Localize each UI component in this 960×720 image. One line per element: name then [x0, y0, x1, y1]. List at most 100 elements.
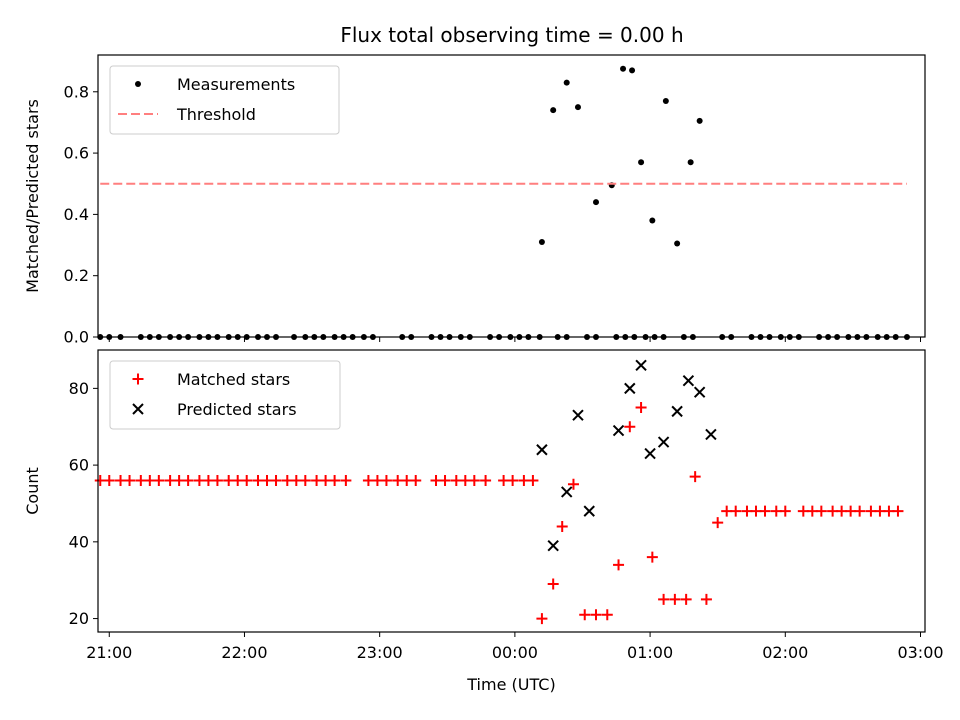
measurement-point	[674, 240, 681, 247]
y-axis-label: Matched/Predicted stars	[23, 99, 42, 293]
matched-stars-point	[658, 593, 670, 605]
measurement-point	[563, 79, 570, 86]
measurement-point	[550, 107, 557, 114]
measurement-point	[538, 238, 545, 245]
measurement-point	[687, 159, 694, 166]
matched-stars-point	[507, 474, 519, 486]
axes-frame	[97, 54, 926, 338]
y-tick-label: 0.2	[64, 266, 89, 285]
matched-stars-point	[613, 559, 625, 571]
legend-label: Measurements	[177, 75, 295, 94]
predicted-stars-point	[657, 436, 670, 448]
matched-stars-point	[601, 609, 613, 621]
matched-stars-point	[669, 593, 681, 605]
matched-stars-point	[646, 551, 658, 563]
matched-stars-point	[689, 471, 701, 483]
matched-stars-point	[439, 474, 451, 486]
matched-stars-point	[153, 474, 165, 486]
matched-stars-point	[730, 505, 742, 517]
plot-count: 21:00 22:00 23:00 00:00 01:00 02:00 03:00 20 40 6…	[23, 349, 944, 694]
predicted-stars-point	[561, 486, 573, 498]
matched-stars-point	[468, 474, 480, 486]
y-tick-label: 40	[69, 532, 89, 551]
y-tick-label: 60	[69, 456, 89, 475]
legend-marker-matched	[132, 373, 144, 385]
matched-stars-point	[779, 505, 791, 517]
matched-stars-point	[547, 578, 559, 590]
y-tick-label: 0.6	[64, 144, 89, 163]
matched-stars-point	[815, 505, 827, 517]
matched-stars-point	[579, 609, 591, 621]
measurement-point	[649, 217, 656, 224]
x-tick-label: 01:00	[627, 643, 673, 662]
x-tick-label: 02:00	[762, 643, 808, 662]
x-tick-label: 21:00	[86, 643, 132, 662]
matched-stars-point	[854, 505, 866, 517]
x-axis-label: Time (UTC)	[466, 675, 555, 694]
legend-box	[109, 65, 340, 135]
matched-stars-point	[712, 517, 724, 529]
matched-stars-point	[624, 421, 636, 433]
matched-stars-point	[340, 474, 352, 486]
plot-ratio: 0.0 0.2 0.4 0.6 0.8 Matched/Predicted stars Me…	[23, 54, 926, 347]
y-tick-label: 80	[69, 379, 89, 398]
matched-stars-point	[182, 474, 194, 486]
matched-stars-point	[759, 505, 771, 517]
measurement-point	[696, 117, 703, 124]
predicted-stars-point	[644, 447, 656, 460]
matched-stars-point	[556, 520, 568, 532]
measurement-point	[629, 67, 636, 74]
y-tick-label: 20	[69, 609, 89, 628]
predicted-stars-point	[671, 405, 683, 418]
legend-marker-measurements	[135, 81, 141, 87]
measurement-point	[638, 159, 645, 166]
matched-stars-point	[299, 474, 311, 486]
y-tick-label: 0.8	[64, 82, 89, 101]
matched-stars-point	[380, 474, 392, 486]
predicted-stars-point	[693, 386, 706, 398]
predicted-stars-point	[612, 424, 625, 437]
matched-stars-point	[590, 609, 602, 621]
matched-stars-point	[635, 402, 647, 414]
matched-stars-point	[536, 613, 548, 625]
measurement-point	[593, 199, 600, 206]
y-axis-label: Count	[23, 467, 42, 515]
measurement-point	[574, 104, 581, 111]
x-tick-label: 00:00	[492, 643, 538, 662]
legend-marker-predicted	[132, 403, 144, 415]
measurement-point	[662, 97, 669, 104]
legend-label: Matched stars	[177, 370, 290, 389]
x-tick-label: 03:00	[897, 643, 943, 662]
matched-stars-point	[211, 474, 223, 486]
legend-box	[109, 360, 341, 430]
axes-frame	[97, 349, 926, 633]
matched-stars-point	[480, 474, 492, 486]
matched-stars-point	[527, 474, 539, 486]
predicted-stars-point	[705, 428, 717, 441]
x-tick-label: 23:00	[357, 643, 403, 662]
chart-title: Flux total observing time = 0.00 h	[340, 23, 683, 47]
matched-stars-point	[329, 474, 341, 486]
legend-label: Predicted stars	[177, 400, 297, 419]
legend: Measurements Threshold	[109, 65, 340, 135]
matched-stars-point	[567, 478, 579, 490]
matched-stars-point	[892, 505, 904, 517]
matched-stars-point	[270, 474, 282, 486]
legend-label: Threshold	[176, 105, 256, 124]
matched-stars-point	[680, 593, 692, 605]
matched-stars-point	[410, 474, 422, 486]
predicted-stars-point	[547, 539, 559, 552]
legend: Matched stars Predicted stars	[109, 360, 341, 430]
predicted-stars-point	[682, 374, 695, 387]
y-tick-label: 0.0	[64, 328, 89, 347]
measurement-point	[620, 65, 627, 72]
predicted-stars-point	[572, 409, 584, 421]
predicted-stars-point	[583, 505, 595, 517]
matched-stars-point	[700, 593, 712, 605]
matched-stars-point	[124, 474, 136, 486]
matched-stars-point	[103, 474, 115, 486]
x-tick-label: 22:00	[221, 643, 267, 662]
predicted-stars-point	[635, 359, 647, 372]
y-tick-label: 0.4	[64, 205, 89, 224]
